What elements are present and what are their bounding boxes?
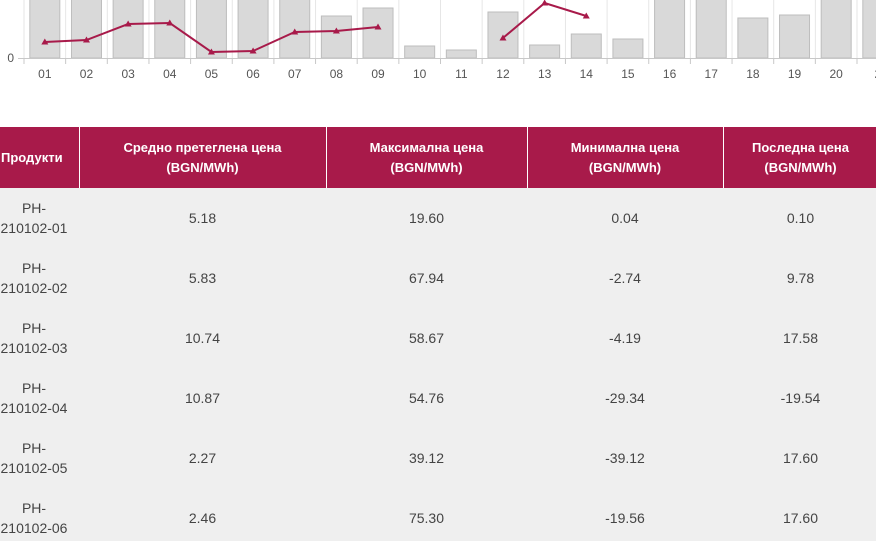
table-row: PH- 210102-03 10.74 58.67 -4.19 17.58 xyxy=(0,308,876,368)
product-cell: PH- 210102-01 xyxy=(0,188,79,248)
x-tick-label: 16 xyxy=(663,67,677,81)
avg-price-cell: 5.83 xyxy=(79,248,326,308)
x-tick-label: 13 xyxy=(538,67,552,81)
x-tick-label: 19 xyxy=(788,67,802,81)
bar xyxy=(654,0,686,59)
min-price-cell: -19.56 xyxy=(527,488,723,541)
x-tick-label: 10 xyxy=(413,67,427,81)
last-price-cell: -19.54 xyxy=(723,368,876,428)
bar xyxy=(612,38,644,59)
prices-table-container: Продукти Средно претеглена цена (BGN/MWh)… xyxy=(0,127,876,541)
header-products[interactable]: Продукти xyxy=(0,127,80,188)
avg-price-cell: 5.18 xyxy=(79,188,326,248)
min-price-cell: 0.04 xyxy=(527,188,723,248)
product-cell: PH- 210102-03 xyxy=(0,308,79,368)
line-point-marker xyxy=(499,34,507,41)
bar xyxy=(695,0,727,59)
x-tick-label: 01 xyxy=(38,67,52,81)
x-tick-label: 2 xyxy=(874,67,876,81)
line-point-marker xyxy=(249,47,257,54)
last-price-cell: 17.60 xyxy=(723,428,876,488)
table-row: PH- 210102-02 5.83 67.94 -2.74 9.78 xyxy=(0,248,876,308)
avg-price-cell: 2.46 xyxy=(79,488,326,541)
x-tick-label: 20 xyxy=(829,67,843,81)
product-cell: PH- 210102-06 xyxy=(0,488,79,541)
bar xyxy=(820,0,852,59)
x-tick-label: 18 xyxy=(746,67,760,81)
x-tick-label: 07 xyxy=(288,67,302,81)
bar xyxy=(570,33,602,59)
avg-price-cell: 10.74 xyxy=(79,308,326,368)
last-price-cell: 17.60 xyxy=(723,488,876,541)
chart-svg: 01 02 03 04 05 06 07 08 09 10 11 12 13 14 15 16 17 18 19 20… xyxy=(7,0,876,81)
line-point-marker xyxy=(291,28,299,35)
table-row: PH- 210102-01 5.18 19.60 0.04 0.10 xyxy=(0,188,876,248)
bar xyxy=(29,0,61,59)
x-tick-label: 05 xyxy=(205,67,219,81)
bar xyxy=(529,44,561,59)
product-cell: PH- 210102-04 xyxy=(0,368,79,428)
max-price-cell: 19.60 xyxy=(326,188,527,248)
avg-price-cell: 2.27 xyxy=(79,428,326,488)
line-point-marker xyxy=(207,48,215,55)
x-tick-label: 17 xyxy=(705,67,719,81)
bar xyxy=(487,11,519,59)
table-row: PH- 210102-04 10.87 54.76 -29.34 -19.54 xyxy=(0,368,876,428)
max-price-cell: 67.94 xyxy=(326,248,527,308)
max-price-cell: 39.12 xyxy=(326,428,527,488)
min-price-cell: -4.19 xyxy=(527,308,723,368)
bar xyxy=(154,0,186,59)
last-price-cell: 0.10 xyxy=(723,188,876,248)
line-point-marker xyxy=(82,36,90,43)
product-cell: PH- 210102-02 xyxy=(0,248,79,308)
x-tick-label: 14 xyxy=(580,67,594,81)
x-tick-label: 06 xyxy=(246,67,260,81)
x-tick-label: 15 xyxy=(621,67,635,81)
min-price-cell: -39.12 xyxy=(527,428,723,488)
bar xyxy=(404,45,436,59)
line-point-marker xyxy=(374,23,382,30)
x-tick-label: 09 xyxy=(371,67,385,81)
max-price-cell: 54.76 xyxy=(326,368,527,428)
avg-price-cell: 10.87 xyxy=(79,368,326,428)
price-chart: 01 02 03 04 05 06 07 08 09 10 11 12 13 14 15 16 17 18 19 20… xyxy=(0,0,876,90)
x-tick-label: 02 xyxy=(80,67,94,81)
line-point-marker xyxy=(332,27,340,34)
bar xyxy=(862,0,876,59)
header-max-price[interactable]: Максимална цена (BGN/MWh) xyxy=(326,127,528,188)
last-price-cell: 17.58 xyxy=(723,308,876,368)
x-tick-label: 11 xyxy=(455,67,468,81)
header-min-price[interactable]: Минимална цена (BGN/MWh) xyxy=(527,127,724,188)
line-point-marker xyxy=(166,19,174,26)
table-header-row: Продукти Средно претеглена цена (BGN/MWh)… xyxy=(0,127,876,188)
last-price-cell: 9.78 xyxy=(723,248,876,308)
line-point-marker xyxy=(541,0,549,6)
y-tick-label: 0 xyxy=(7,51,14,65)
max-price-cell: 75.30 xyxy=(326,488,527,541)
bar xyxy=(779,14,811,59)
header-last-price[interactable]: Последна цена (BGN/MWh) xyxy=(723,127,876,188)
bar xyxy=(362,7,394,59)
table-row: PH- 210102-06 2.46 75.30 -19.56 17.60 xyxy=(0,488,876,541)
bar xyxy=(70,0,102,59)
bar xyxy=(737,17,769,59)
bar xyxy=(320,15,352,59)
prices-table: Продукти Средно претеглена цена (BGN/MWh)… xyxy=(0,127,876,541)
x-tick-label: 12 xyxy=(496,67,510,81)
x-tick-label: 08 xyxy=(330,67,344,81)
min-price-cell: -29.34 xyxy=(527,368,723,428)
table-row: PH- 210102-05 2.27 39.12 -39.12 17.60 xyxy=(0,428,876,488)
header-weighted-average-price[interactable]: Средно претеглена цена (BGN/MWh) xyxy=(79,127,327,188)
min-price-cell: -2.74 xyxy=(527,248,723,308)
x-tick-label: 04 xyxy=(163,67,177,81)
line-point-marker xyxy=(582,12,590,19)
line-point-marker xyxy=(41,38,49,45)
max-price-cell: 58.67 xyxy=(326,308,527,368)
x-tick-label: 03 xyxy=(121,67,135,81)
line-point-marker xyxy=(124,20,132,27)
product-cell: PH- 210102-05 xyxy=(0,428,79,488)
bar xyxy=(445,49,477,59)
